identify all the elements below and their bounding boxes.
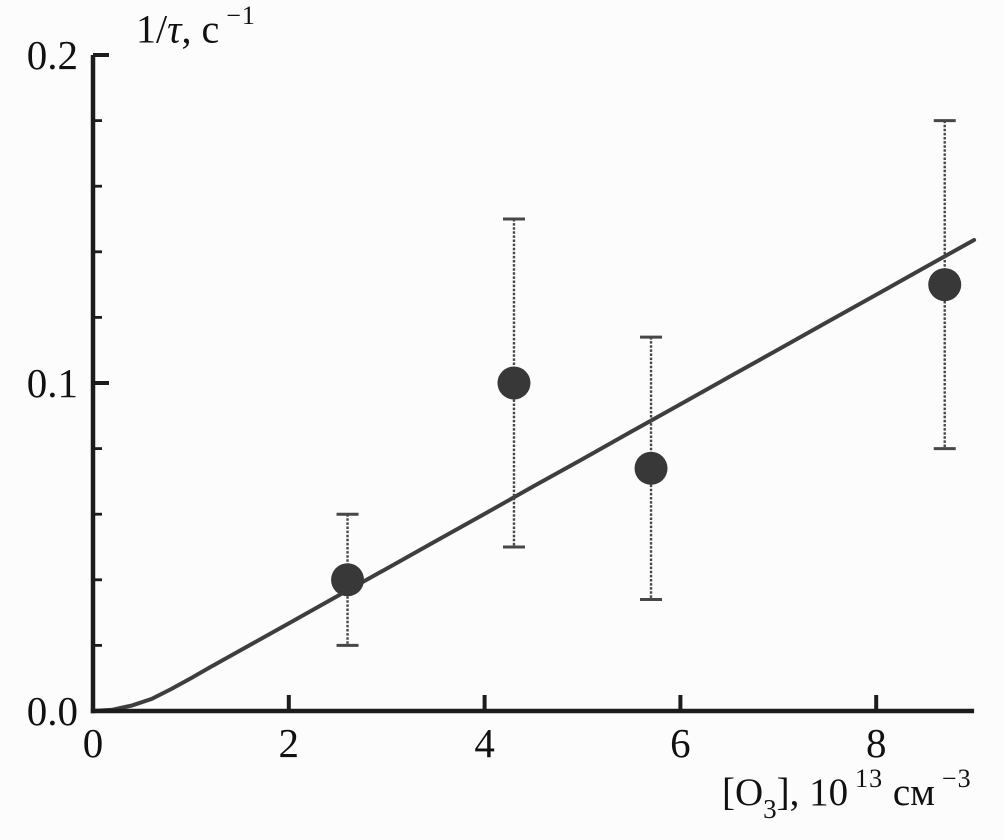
fit-line [91,238,977,713]
x-tick-label: 2 [279,720,300,766]
x-title-species: [O [722,771,764,814]
y-title-unit: , с [181,6,220,52]
x-tick-label: 6 [670,720,691,766]
data-point [634,451,668,485]
x-title-unit-exponent: −3 [941,764,972,793]
y-axis-title: 1/τ, с −1 [136,1,256,52]
y-tick-label: 0.1 [27,360,78,406]
y-title-exponent: −1 [226,1,256,30]
x-tick-label: 4 [474,720,495,766]
x-title-unit: см [883,771,935,814]
tau-symbol: τ [167,6,182,52]
data-point [331,563,365,597]
data-point [928,268,962,302]
x-axis-title: [O3], 10 13 см −3 [722,764,972,823]
x-tick-label: 0 [83,720,104,766]
data-point [497,366,531,400]
ozone-subscript: 3 [763,793,777,824]
x-tick-label: 8 [866,720,887,766]
x-title-power: 13 [855,764,884,793]
y-tick-label: 0.2 [27,32,78,78]
y-tick-label: 0.0 [27,688,78,734]
x-title-mid: ], 10 [776,771,849,814]
y-title-text: 1/ [136,6,168,52]
